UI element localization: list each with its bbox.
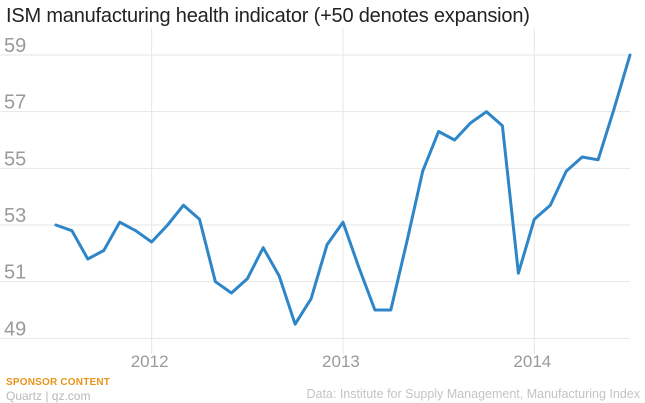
x-tick-label: 2013 (322, 352, 360, 371)
data-point (549, 204, 552, 207)
data-point (198, 218, 201, 221)
data-point (533, 218, 536, 221)
data-point (597, 158, 600, 161)
y-tick-label: 49 (4, 318, 26, 340)
source-note: Data: Institute for Supply Management, M… (306, 387, 640, 401)
series-line (54, 53, 632, 326)
data-point (469, 122, 472, 125)
data-point (118, 221, 121, 224)
data-point (581, 156, 584, 159)
data-point (485, 110, 488, 113)
y-tick-label: 57 (4, 92, 26, 114)
y-tick-label: 55 (4, 148, 26, 170)
y-tick-label: 53 (4, 205, 26, 227)
data-point (294, 323, 297, 326)
data-point (517, 272, 520, 275)
data-point (453, 139, 456, 142)
data-point (70, 229, 73, 232)
data-point (214, 280, 217, 283)
sponsor-label: SPONSOR CONTENT (6, 377, 111, 388)
data-point (86, 258, 89, 261)
data-point (373, 309, 376, 312)
y-tick-label: 51 (4, 262, 26, 284)
data-point (501, 124, 504, 127)
data-point (246, 277, 249, 280)
data-point (102, 249, 105, 252)
data-point (613, 107, 616, 110)
data-point (150, 241, 153, 244)
data-point (629, 54, 632, 57)
data-point (437, 130, 440, 133)
data-point (278, 275, 281, 278)
data-point (565, 170, 568, 173)
credit-text[interactable]: Quartz | qz.com (6, 389, 91, 403)
data-point (54, 224, 57, 227)
data-point (405, 241, 408, 244)
data-point (389, 309, 392, 312)
data-point (326, 243, 329, 246)
data-point (310, 297, 313, 300)
data-point (357, 266, 360, 269)
data-point (262, 246, 265, 249)
x-tick-label: 2014 (513, 352, 551, 371)
data-point (166, 224, 169, 227)
x-tick-label: 2012 (131, 352, 169, 371)
y-tick-label: 59 (4, 35, 26, 57)
data-point (134, 229, 137, 232)
data-point (230, 292, 233, 295)
data-point (182, 204, 185, 207)
data-point (421, 170, 424, 173)
data-point (341, 221, 344, 224)
chart-title: ISM manufacturing health indicator (+50 … (6, 5, 530, 27)
